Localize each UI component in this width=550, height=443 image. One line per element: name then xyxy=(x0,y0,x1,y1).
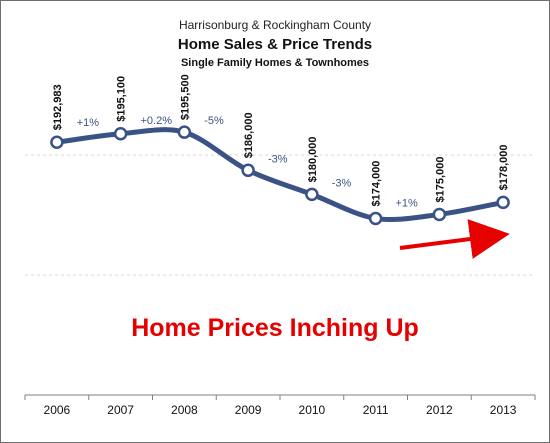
data-point xyxy=(432,207,447,222)
data-point xyxy=(113,127,128,141)
change-label: +1% xyxy=(396,197,419,209)
change-label: +0.2% xyxy=(141,115,173,127)
value-label: $178,000 xyxy=(498,145,510,191)
x-tick-label: 2008 xyxy=(171,403,198,417)
value-label: $180,000 xyxy=(307,136,319,182)
data-point xyxy=(305,187,319,202)
change-label: -5% xyxy=(204,115,224,127)
value-label: $195,500 xyxy=(179,74,191,120)
chart-title: Home Sales & Price Trends xyxy=(177,36,373,53)
change-label: -3% xyxy=(332,177,352,189)
value-label: $175,000 xyxy=(434,157,446,203)
change-label: -3% xyxy=(268,153,288,165)
value-label: $192,983 xyxy=(52,84,64,130)
x-tick-label: 2013 xyxy=(490,403,517,417)
trend-arrow xyxy=(399,219,510,259)
x-tick-label: 2007 xyxy=(107,403,134,417)
region-title: Harrisonburg & Rockingham County xyxy=(178,18,372,32)
x-tick-label: 2006 xyxy=(44,403,71,417)
data-point xyxy=(241,163,255,178)
x-tick-label: 2012 xyxy=(426,403,453,417)
x-tick-label: 2011 xyxy=(363,403,389,417)
change-label: +1% xyxy=(77,117,100,129)
data-point xyxy=(177,125,192,139)
callout-text: Home Prices Inching Up xyxy=(131,314,419,342)
data-point xyxy=(50,135,64,150)
chart-subtitle: Single Family Homes & Townhomes xyxy=(180,57,370,69)
data-point xyxy=(368,211,383,226)
value-label: $186,000 xyxy=(243,112,255,158)
x-tick-label: 2009 xyxy=(235,403,262,417)
data-point xyxy=(496,195,510,210)
value-label: $195,100 xyxy=(116,76,128,122)
x-tick-label: 2010 xyxy=(299,403,326,417)
value-label: $174,000 xyxy=(371,161,383,207)
